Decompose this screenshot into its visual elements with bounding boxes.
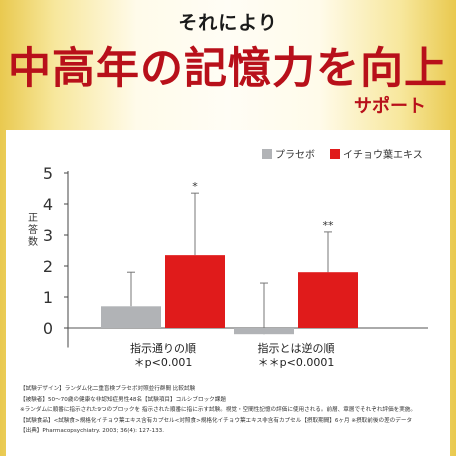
y-tick-label: 3: [43, 226, 53, 245]
footnote-subjects: 【被験者】50〜70歳の健康な非認知症男性48名【試験項目】コルシブロック課題: [20, 396, 226, 403]
y-tick-label: 4: [43, 195, 53, 214]
footnote-design: 【試験デザイン】ランダム化二重盲検プラセボ対照並行群間 比較試験: [20, 386, 196, 392]
headline: 中高年の記憶力を向上: [8, 44, 448, 94]
significance-mark: **: [323, 219, 335, 232]
legend-swatch: [330, 149, 340, 159]
content-panel: [6, 130, 450, 456]
legend-swatch: [262, 149, 272, 159]
headline-sub: サポート: [354, 96, 426, 117]
footnote-method: ※ランダムに順番に指示された9つのブロックを 指示された順番に指に示す試験。視覚…: [20, 407, 416, 414]
x-category-note: ＊p<0.001: [134, 356, 193, 369]
footnotes: 【試験デザイン】ランダム化二重盲検プラセボ対照並行群間 比較試験 【被験者】50…: [20, 384, 450, 437]
bar: [234, 328, 294, 335]
x-category-note: ＊＊p<0.0001: [258, 356, 335, 369]
chart-legend: プラセボ イチョウ葉エキス: [262, 148, 423, 161]
y-tick-label: 0: [43, 319, 53, 338]
x-category-label: 指示とは逆の順: [258, 341, 335, 355]
bar: [165, 255, 225, 328]
bar: [298, 272, 358, 328]
y-axis-title-char: 数: [28, 235, 38, 248]
bars: ***: [101, 180, 358, 335]
x-category-label: 指示通りの順: [130, 341, 196, 355]
footnote-source: 【出典】Pharmacopsychiatry. 2003; 36(4): 127…: [20, 428, 164, 435]
y-axis-title-char: 正: [28, 213, 38, 224]
y-tick-label: 5: [43, 164, 53, 183]
lead-text: それにより: [178, 12, 278, 34]
legend-label: プラセボ: [275, 149, 315, 161]
significance-mark: *: [192, 180, 198, 193]
footnote-food: 【試験食品】<試験食>規格化イチョウ葉エキス含有カプセル<対照食>規格化イチョウ…: [20, 417, 413, 424]
x-axis-labels: 指示通りの順＊p<0.001 指示とは逆の順＊＊p<0.0001: [130, 341, 335, 369]
legend-label: イチョウ葉エキス: [343, 148, 423, 161]
bar: [101, 306, 161, 328]
y-axis: 0 1 2 3 4 5 正答数: [28, 164, 428, 348]
y-axis-title-char: 答: [28, 223, 38, 236]
y-tick-label: 2: [43, 257, 53, 276]
y-tick-label: 1: [43, 288, 53, 307]
